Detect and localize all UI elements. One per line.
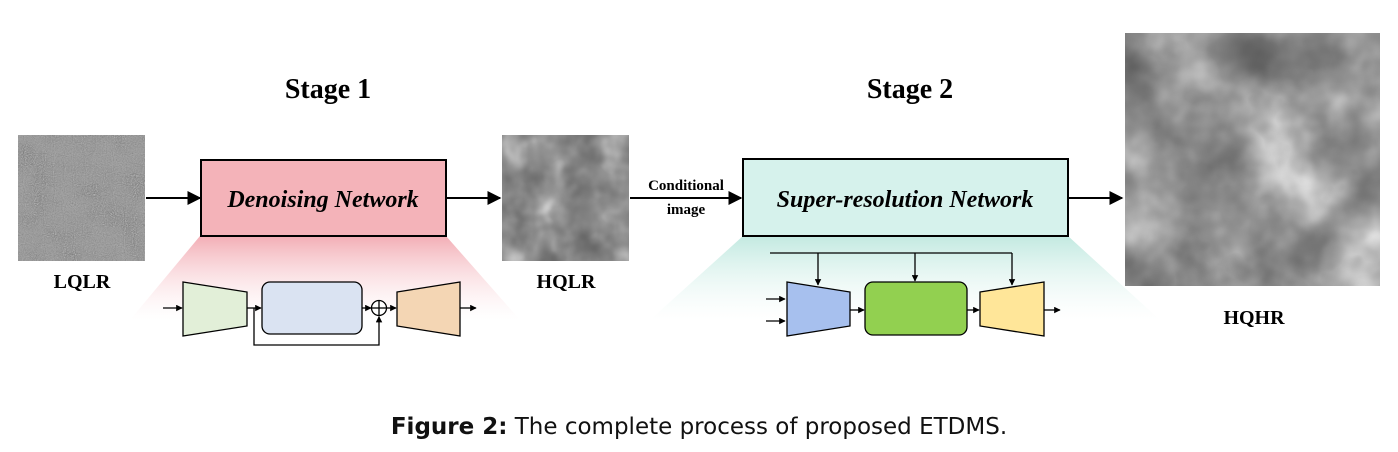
caption-text: The complete process of proposed ETDMS.	[514, 414, 1008, 440]
caption-prefix: Figure 2:	[390, 414, 508, 440]
conditional-label-line1: Conditional	[648, 178, 724, 194]
denoise-encoder-block	[182, 281, 248, 337]
denoise-unet-block	[261, 281, 363, 335]
hqhr-label: HQHR	[1223, 307, 1285, 329]
stage2-title: Stage 2	[867, 74, 953, 105]
stage1-title: Stage 1	[285, 74, 371, 105]
lqlr-label: LQLR	[54, 271, 111, 293]
denoising-network-label: Denoising Network	[226, 187, 418, 213]
hqlr-image	[502, 135, 629, 261]
denoise-decoder-block	[396, 281, 461, 337]
hqlr-label: HQLR	[537, 271, 596, 293]
sr-decoder-block	[979, 281, 1045, 337]
sr-network-label: Super-resolution Network	[777, 187, 1034, 213]
sr-core-block	[864, 281, 968, 336]
denoise-skip-connection	[253, 308, 383, 346]
conditional-label-line2: image	[667, 202, 706, 218]
lqlr-image	[18, 135, 145, 261]
sr-encoder-block	[786, 281, 851, 337]
hqhr-image	[1125, 33, 1380, 286]
denoising-network-box	[200, 159, 447, 237]
denoise-plus-icon	[370, 299, 388, 317]
sr-network-box	[742, 158, 1069, 237]
figure-caption: Figure 2: The complete process of propos…	[0, 414, 1398, 440]
